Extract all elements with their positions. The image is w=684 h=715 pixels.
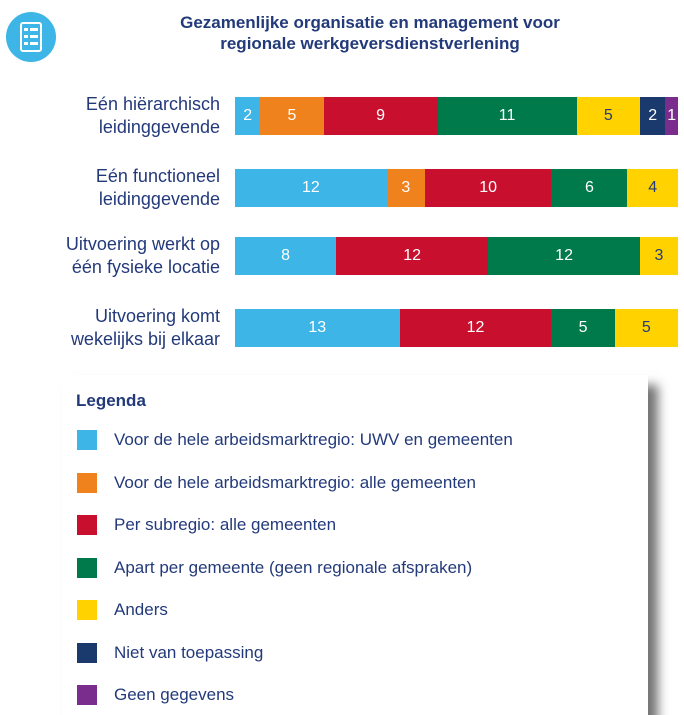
- bar-segment: 4: [627, 169, 678, 207]
- legend: Legenda Voor de hele arbeidsmarktregio: …: [62, 375, 648, 715]
- bar-segment: 12: [336, 237, 489, 275]
- chart-title: Gezamenlijke organisatie en management v…: [180, 13, 560, 53]
- value-label: 9: [376, 107, 385, 124]
- value-label: 5: [603, 107, 613, 124]
- bar-segment: 5: [551, 309, 615, 347]
- value-label: 11: [498, 107, 516, 124]
- bar-segment: 2: [640, 97, 666, 135]
- value-label: 5: [287, 107, 297, 124]
- bar-segment: 12: [235, 169, 387, 207]
- icon: [6, 12, 56, 62]
- bar-segment: 9: [323, 97, 438, 135]
- category-label: Uitvoering werkt op één fysieke locatie: [65, 234, 220, 277]
- category-label: Uitvoering komt wekelijks bij elkaar: [70, 306, 220, 349]
- bar-segment: 5: [576, 97, 641, 135]
- bar-segment: 6: [551, 169, 628, 207]
- bar-segment: 5: [260, 97, 324, 135]
- bar-segment: 12: [488, 237, 641, 275]
- legend-label: Niet van toepassing: [114, 642, 264, 662]
- value-label: 3: [401, 179, 411, 196]
- bar-segment: 13: [235, 309, 400, 347]
- legend-label: Per subregio: alle gemeenten: [114, 515, 337, 534]
- legend-swatch: [77, 642, 97, 663]
- value-label: 5: [641, 319, 651, 336]
- value-label: 2: [243, 107, 253, 124]
- category-label: Eén functioneel leidinggevende: [95, 166, 220, 209]
- bar-segment: 8: [235, 237, 337, 275]
- value-label: 2: [648, 107, 658, 124]
- legend-swatch: [77, 515, 97, 535]
- value-label: 10: [479, 179, 498, 196]
- bar-segment: 10: [424, 169, 552, 207]
- value-label: 3: [654, 247, 664, 264]
- value-label: 5: [578, 319, 588, 336]
- bar-segment: 2: [235, 97, 261, 135]
- value-label: 12: [555, 247, 573, 264]
- legend-swatch: [77, 430, 97, 450]
- legend-swatch: [77, 600, 97, 620]
- bar-segment: 3: [386, 169, 425, 207]
- category-label: Eén hiërarchisch leidinggevende: [85, 94, 220, 137]
- value-label: 12: [302, 179, 320, 196]
- bar-segment: 1: [665, 97, 678, 135]
- legend-swatch: [77, 472, 97, 493]
- value-label: 6: [584, 179, 594, 196]
- value-label: 12: [466, 319, 485, 336]
- value-label: 4: [648, 179, 658, 196]
- legend-swatch: [77, 685, 97, 705]
- legend-swatch: [77, 557, 97, 578]
- bar-segment: 11: [437, 97, 577, 135]
- legend-label: Anders: [114, 600, 168, 619]
- bar-segment: 3: [640, 237, 678, 275]
- legend-label: Geen gegevens: [114, 685, 235, 704]
- bar-segment: 5: [614, 309, 678, 347]
- legend-label: Voor de hele arbeidsmarktregio: alle gem…: [114, 472, 476, 492]
- bar-segment: 12: [399, 309, 552, 347]
- legend-label: Apart per gemeente (geen regionale afspr…: [114, 557, 473, 577]
- legend-label: Voor de hele arbeidsmarktregio: UWV en g…: [114, 430, 513, 449]
- value-label: 13: [308, 319, 327, 336]
- value-label: 1: [667, 107, 677, 124]
- value-label: 8: [281, 247, 291, 264]
- value-label: 12: [403, 247, 422, 264]
- legend-title: Legenda: [76, 391, 146, 410]
